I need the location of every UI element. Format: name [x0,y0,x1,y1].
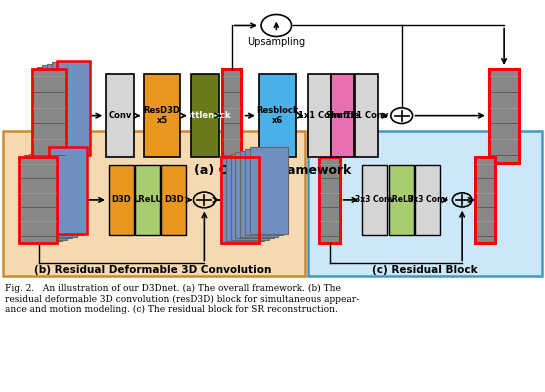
Bar [226,155,264,241]
Text: Conv: Conv [108,111,131,120]
Text: Upsampling: Upsampling [247,37,305,47]
Bar [47,64,81,158]
Text: LReLU: LReLU [387,196,415,204]
Bar [245,149,283,235]
Text: D3D: D3D [112,196,131,204]
Text: (b) Residual Deformable 3D Convolution: (b) Residual Deformable 3D Convolution [34,265,271,276]
Bar [57,61,90,155]
Bar [362,165,387,235]
Text: Resblock
x6: Resblock x6 [256,106,299,125]
Bar [3,131,305,276]
Bar [42,65,76,160]
Bar [191,74,219,157]
Bar [221,157,259,243]
Text: ResD3D
x5: ResD3D x5 [144,106,180,125]
Text: 3x3 Conv: 3x3 Conv [408,196,447,204]
Bar [389,165,414,235]
Bar [259,74,296,157]
Text: D3D: D3D [164,196,184,204]
Text: Shuffle: Shuffle [326,111,360,120]
Bar [144,74,180,157]
Bar [37,67,71,161]
Text: (a) Overall Framework: (a) Overall Framework [194,164,351,177]
Bar [475,157,495,243]
Bar [57,61,90,155]
Text: Bottleneck: Bottleneck [179,111,231,120]
Bar [29,154,67,240]
Bar [221,157,259,243]
Bar [24,155,62,241]
Bar [52,62,86,156]
Bar [319,157,340,243]
Bar [355,74,378,157]
Bar [32,69,66,163]
Bar [489,69,519,163]
Bar [235,152,274,238]
Bar [231,154,269,240]
Text: LReLU: LReLU [133,196,162,204]
Bar [39,151,77,237]
Bar [240,151,278,237]
Bar [331,74,354,157]
Text: 1x1 Conv: 1x1 Conv [344,111,388,120]
Bar [49,147,87,234]
Bar [135,165,160,235]
Bar [32,69,66,163]
Text: Fig. 2.   An illustration of our D3Dnet. (a) The overall framework. (b) The
resi: Fig. 2. An illustration of our D3Dnet. (… [5,284,360,314]
Bar [106,74,134,157]
Text: 1x1 Conv: 1x1 Conv [298,111,341,120]
Bar [49,147,87,234]
Bar [222,69,241,163]
Bar [250,147,288,234]
Bar [19,157,57,243]
Bar [109,165,134,235]
Bar [34,152,72,238]
Bar [19,157,57,243]
Bar [415,165,440,235]
Text: 3x3 Conv: 3x3 Conv [355,196,395,204]
Bar [308,74,331,157]
Bar [161,165,186,235]
Bar [44,149,82,235]
Text: (c) Residual Block: (c) Residual Block [372,265,478,276]
Bar [308,131,542,276]
